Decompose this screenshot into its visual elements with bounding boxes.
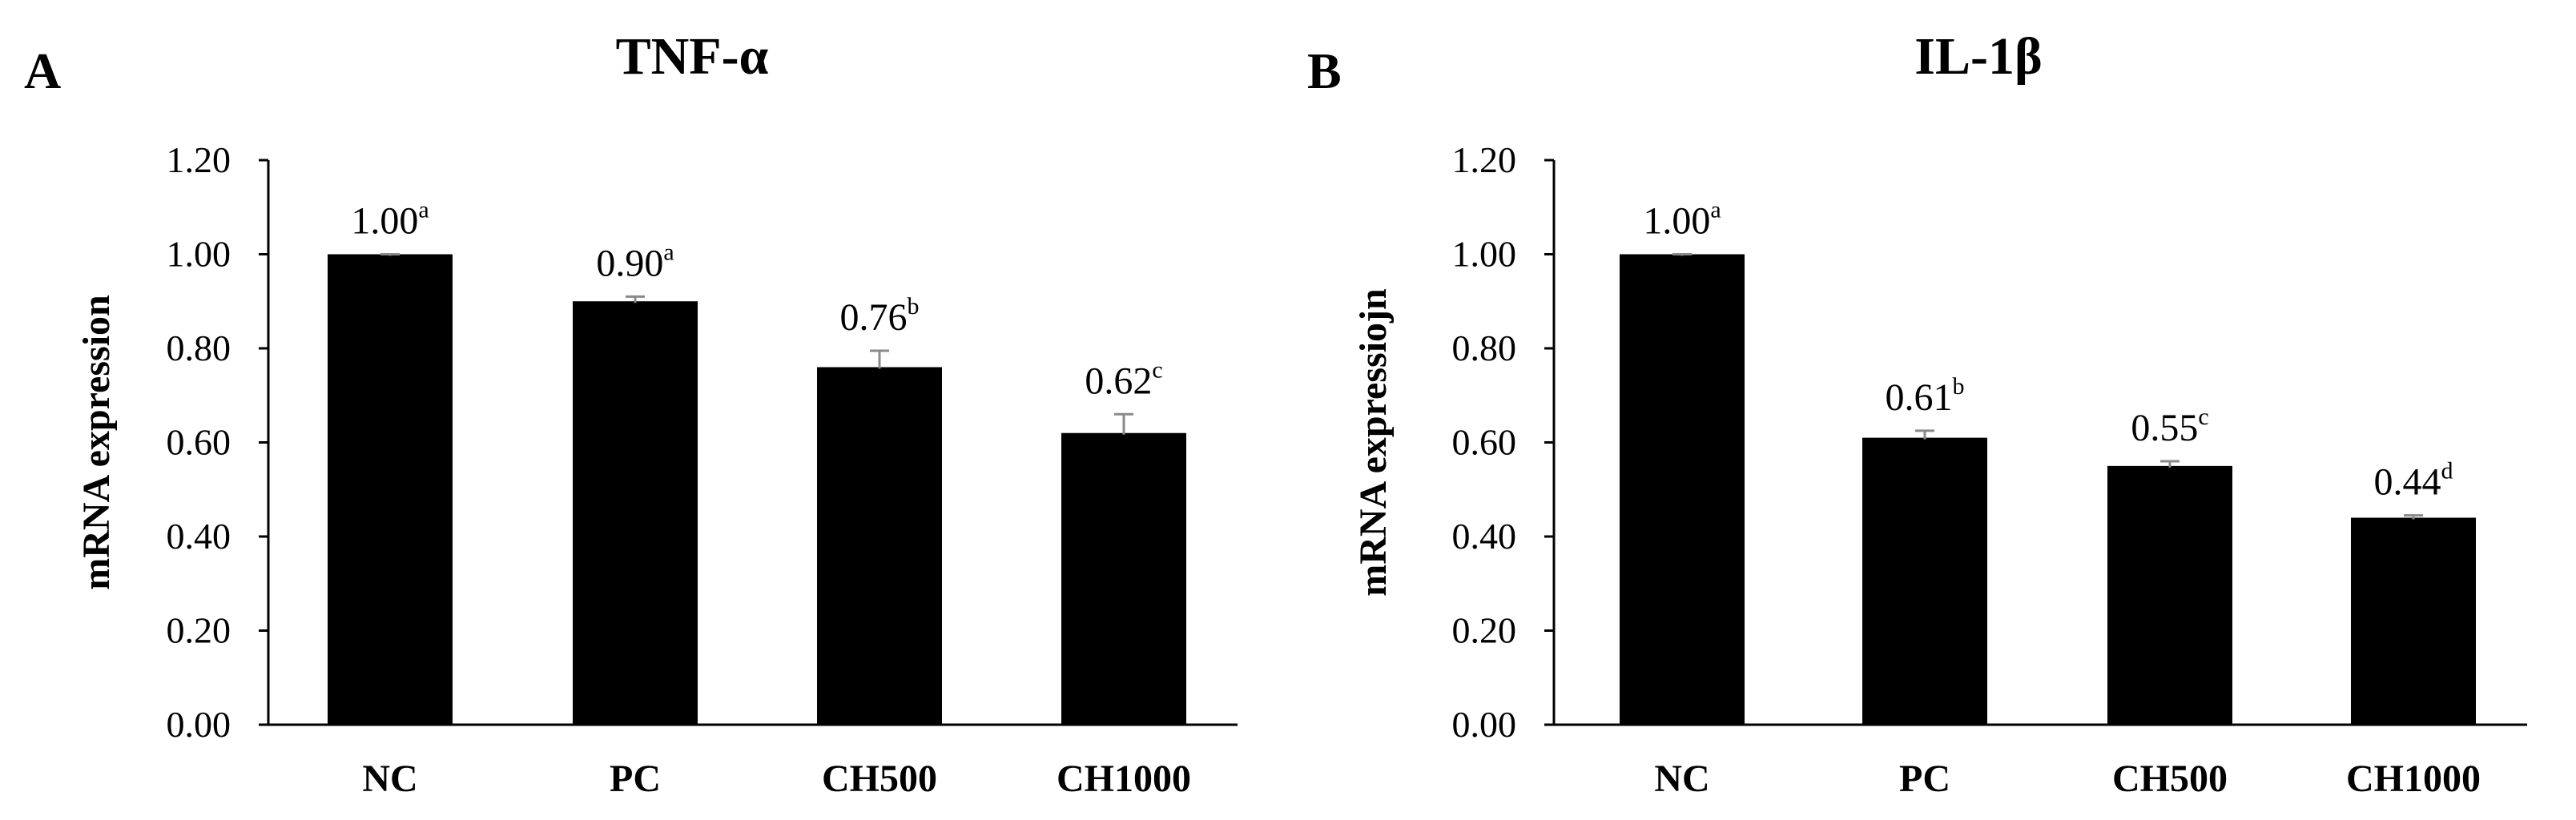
chart1-significance-letter: c [1152,356,1162,383]
chart1-y-tick-label: 0.60 [167,422,231,463]
chart1-data-label: 0.90a [596,239,674,284]
chart1-significance-letter: b [908,293,920,320]
chart1-x-tick-label: CH1000 [1057,758,1191,800]
chart1-error-bar-pc [626,295,645,303]
chart1-bar-ch1000 [1061,432,1186,725]
chart2-error-bar-ch1000 [2404,514,2423,520]
chart2-y-tick-label: 1.20 [1452,139,1517,180]
chart1-significance-letter: a [418,197,429,223]
chart1-title: TNF-α [616,27,769,86]
chart2-significance-letter: c [2198,404,2208,430]
chart1-bar-ch500 [817,367,942,725]
chart1-x-tick-label: NC [362,758,417,800]
chart2-panel-letter: B [1307,42,1342,99]
chart1-data-label: 0.62c [1085,356,1162,402]
chart1-error-bar-nc [380,253,400,256]
chart1-bar-nc [328,254,453,725]
chart2-bar-pc [1862,437,1987,725]
chart2-group: B IL-1β mRNA expressiojn 0.00 0.20 0.40 0.60 0.… [1307,27,2527,800]
chart2-y-tick-label: 0.60 [1452,422,1517,463]
chart1-y-tick-label: 0.20 [167,610,231,651]
chart1-y-tick-label: 1.00 [167,234,231,275]
chart1-x-tick-label: CH500 [822,758,937,800]
chart1-panel-letter: A [24,42,61,99]
chart1-y-tick-label: 0.00 [167,704,231,745]
chart1-y-tick-label: 1.20 [167,139,231,180]
chart2-y-tick-label: 0.00 [1452,704,1517,745]
chart2-y-tick-label: 0.80 [1452,328,1517,368]
chart2-y-tick-label: 0.20 [1452,610,1517,651]
chart2-title: IL-1β [1914,27,2042,86]
chart1-data-label: 1.00a [351,197,429,243]
chart2-y-tick-label: 0.40 [1452,516,1517,557]
chart2-y-axis-title: mRNA expressiojn [1352,288,1395,596]
chart2-x-tick-label: NC [1654,758,1709,800]
chart2-bar-ch1000 [2351,517,2476,725]
chart2-data-label: 0.55c [2131,404,2208,449]
chart2-bar-nc [1620,254,1745,725]
chart2-x-tick-label: PC [1899,758,1950,800]
chart1-x-tick-label: PC [610,758,661,800]
chart1-error-bar-ch500 [870,349,889,369]
chart1-y-axis-title: mRNA expression [75,295,118,589]
chart1-data-label: 0.76b [840,293,920,339]
chart1-y-tick-label: 0.80 [167,328,231,368]
chart2-data-label: 1.00a [1643,197,1721,243]
chart2-significance-letter: d [2441,458,2453,484]
chart1-significance-letter: a [663,239,674,265]
chart2-significance-letter: b [1953,373,1965,400]
chart2-error-bar-nc [1672,253,1692,256]
chart2-data-label: 0.61b [1886,373,1965,419]
chart2-y-tick-label: 1.00 [1452,234,1517,275]
chart1-y-tick-label: 0.40 [167,516,231,557]
chart2-significance-letter: a [1710,197,1721,223]
chart2-error-bar-ch500 [2160,460,2180,468]
chart2-data-label: 0.44d [2374,458,2453,504]
chart2-bar-ch500 [2107,465,2232,725]
chart1-bar-pc [573,301,698,725]
chart1-group: A TNF-α mRNA expression 0.00 0.20 0.40 0.60 0.8… [24,27,1238,800]
chart2-x-tick-label: CH1000 [2346,758,2481,800]
chart2-x-tick-label: CH500 [2112,758,2228,800]
chart2-error-bar-pc [1915,429,1934,440]
chart1-error-bar-ch1000 [1114,412,1133,435]
